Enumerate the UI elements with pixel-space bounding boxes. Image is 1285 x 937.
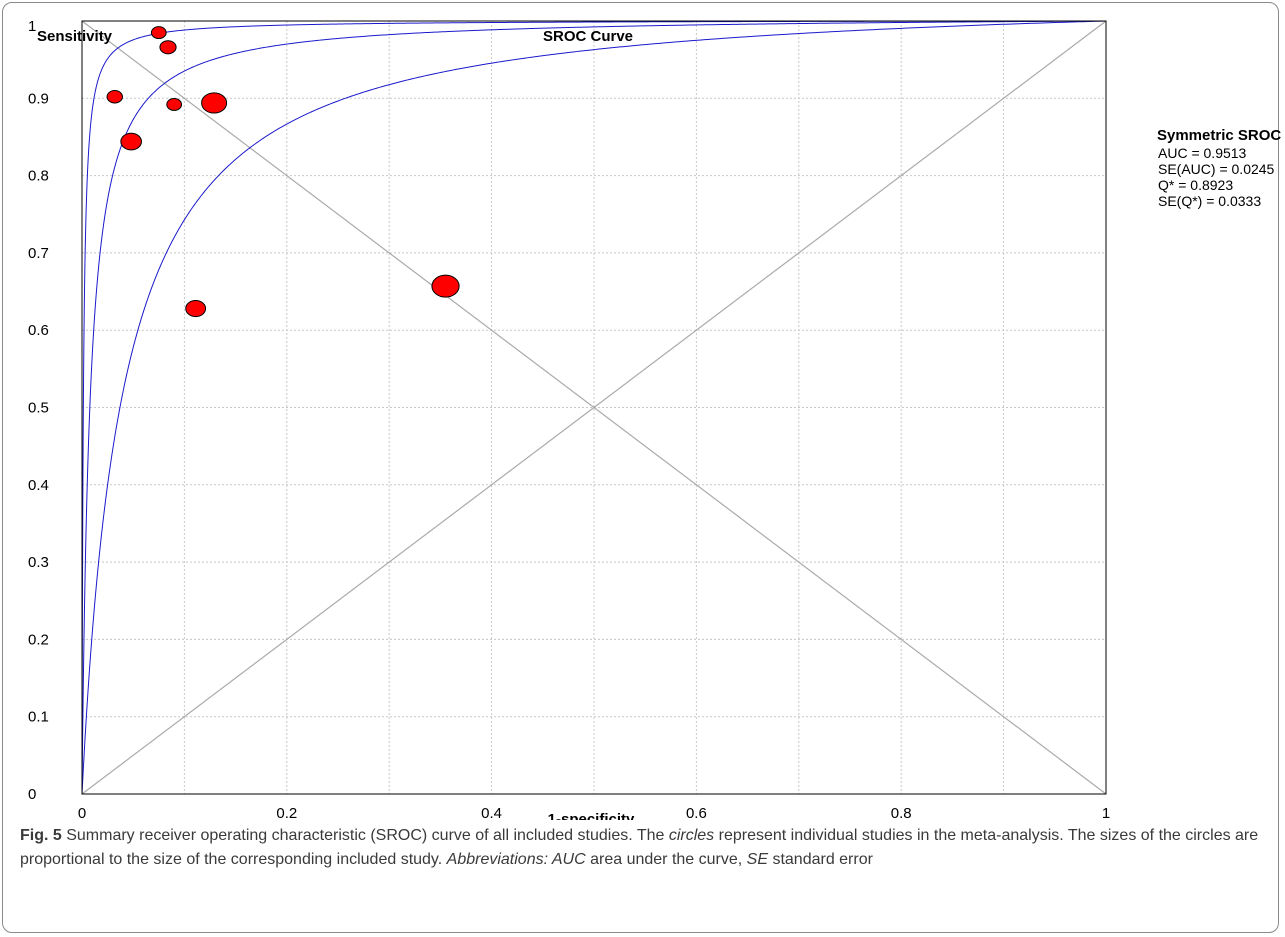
study-point — [166, 98, 183, 111]
stat-se-auc: SE(AUC) = 0.0245 — [1158, 161, 1275, 177]
chart-title: SROC Curve — [543, 28, 633, 45]
stat-se-q-star: SE(Q*) = 0.0333 — [1158, 193, 1262, 209]
caption-circles: circles — [668, 827, 715, 844]
sroc-chart: 0 0.2 0.4 0.6 0.8 1 0 0.1 0.2 0.3 0.4 0.5 0.6 0.7 0.8 0… — [28, 18, 1110, 820]
figure-caption: Fig. 5 Summary receiver operating charac… — [20, 824, 1270, 872]
y-axis-label: Sensitivity — [37, 28, 113, 45]
y-tick-label: 0 — [28, 786, 36, 803]
y-tick-label: 0.3 — [28, 554, 49, 571]
y-tick-label: 0.5 — [28, 400, 49, 417]
study-point — [120, 132, 142, 151]
summary-sroc-curve — [81, 20, 1107, 794]
tick-labels: 0 0.2 0.4 0.6 0.8 1 0 0.1 0.2 0.3 0.4 0.5 0.6 0.7 0.8 0… — [28, 18, 1110, 820]
stats-title: Symmetric SROC — [1157, 127, 1282, 144]
caption-text-1: Summary receiver operating characteristi… — [61, 827, 669, 844]
study-point — [185, 300, 207, 318]
y-tick-label: 0.6 — [28, 322, 49, 339]
caption-text-3: area under the curve, — [585, 851, 747, 868]
y-tick-label: 0.8 — [28, 168, 49, 185]
caption-se: SE — [746, 851, 768, 868]
y-tick-label: 0.1 — [28, 709, 49, 726]
x-tick-label: 0.8 — [891, 805, 912, 820]
study-point — [159, 40, 177, 55]
x-axis-label: 1-specificity — [548, 811, 635, 820]
lower-bound-curve — [81, 20, 1107, 794]
x-tick-label: 0 — [78, 805, 86, 820]
y-tick-label: 0.7 — [28, 245, 49, 262]
y-tick-label: 1 — [28, 18, 36, 35]
q-star-diagonal-line — [81, 20, 1107, 795]
x-tick-label: 0.4 — [481, 805, 502, 820]
x-tick-label: 0.2 — [276, 805, 297, 820]
stat-auc: AUC = 0.9513 — [1158, 145, 1247, 161]
study-point — [201, 92, 228, 114]
caption-label: Fig. 5 — [20, 827, 62, 844]
study-point — [431, 274, 460, 298]
study-point — [106, 90, 123, 104]
study-point — [150, 26, 167, 40]
reference-lines — [81, 20, 1107, 795]
caption-text-2: represent individual studies in the meta… — [20, 827, 1259, 868]
y-tick-label: 0.4 — [28, 477, 49, 494]
caption-abbreviations: Abbreviations: AUC — [446, 851, 586, 868]
y-tick-label: 0.2 — [28, 631, 49, 648]
stat-q-star: Q* = 0.8923 — [1158, 177, 1234, 193]
sroc-stats-panel: Symmetric SROC AUC = 0.9513 SE(AUC) = 0.… — [1157, 127, 1282, 210]
caption-text-4: standard error — [768, 851, 873, 868]
plot-area-border — [81, 20, 1107, 795]
study-points — [106, 26, 460, 318]
y-tick-label: 0.9 — [28, 90, 49, 107]
x-tick-label: 1 — [1102, 805, 1110, 820]
x-tick-label: 0.6 — [686, 805, 707, 820]
